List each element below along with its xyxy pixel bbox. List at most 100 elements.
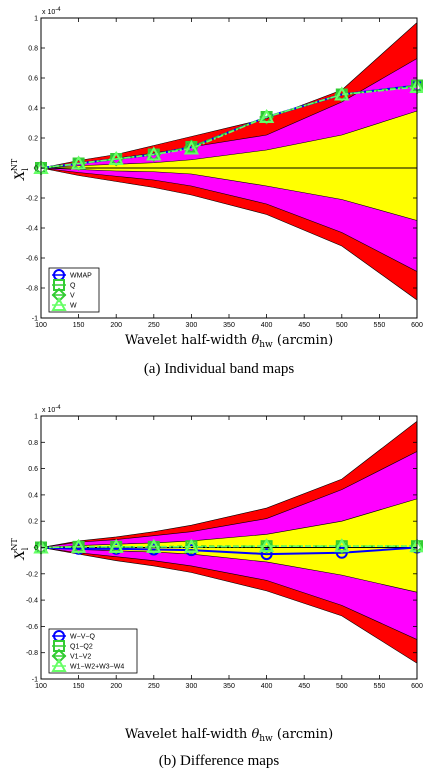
series-3-point — [70, 538, 87, 553]
x-tick-label: 100 — [35, 683, 47, 690]
y-tick-label: -0.2 — [26, 196, 38, 203]
legend-marker-3 — [51, 296, 67, 311]
series-3-point — [183, 140, 200, 155]
x-tick-label: 300 — [186, 322, 198, 329]
series-3-point — [108, 538, 124, 553]
legend-label-3: W — [70, 303, 77, 310]
x-tick-label: 200 — [110, 322, 122, 329]
legend-label-1: Q — [70, 283, 76, 290]
chart-difference-maps: 100 150 200 250 300 350 400 450 500 550 600 -1 -0.8 -… — [10, 405, 423, 769]
series-3-point — [146, 538, 162, 553]
x-tick-label: 250 — [148, 683, 160, 690]
series-3-point — [70, 155, 87, 170]
y-tick-label: -0.8 — [26, 286, 38, 293]
y-exponent-power: -4 — [55, 405, 61, 411]
series-3-point — [146, 146, 162, 161]
series-line-3 — [40, 86, 418, 169]
x-axis-unit: (arcmin) — [273, 333, 333, 348]
y-tick-label: -1 — [32, 677, 38, 684]
y-exponent-base: x 10 — [42, 9, 55, 16]
y-tick-label: 0.4 — [28, 492, 38, 499]
legend-label-0: W−V−Q — [70, 634, 95, 641]
y-axis-sub: l — [21, 547, 30, 550]
series-0-point — [260, 548, 273, 561]
y-tick-label: 0.4 — [28, 106, 38, 113]
x-axis-main: Wavelet half-width — [125, 727, 252, 742]
figure-caption: (a) Individual band maps — [144, 361, 295, 377]
series-2-point — [108, 539, 124, 555]
x-tick-label: 400 — [261, 322, 273, 329]
legend-label-0: WMAP — [70, 273, 92, 280]
x-tick-label: 400 — [261, 683, 273, 690]
y-axis-sup: NT — [10, 158, 19, 171]
chart-panel-individual-bands: 100 150 200 250 300 350 400 450 500 550 600 -1 -0.8 -… — [10, 7, 423, 377]
series-3-point — [258, 538, 275, 553]
series-3-point — [183, 538, 200, 553]
y-exponent-power: -4 — [55, 7, 61, 13]
y-tick-label: -0.2 — [26, 571, 38, 578]
series-line-0 — [40, 546, 418, 556]
series-line-3 — [40, 545, 417, 549]
x-tick-label: 350 — [223, 683, 235, 690]
figure-caption: (b) Difference maps — [159, 753, 280, 769]
y-tick-label: 0.2 — [28, 519, 38, 526]
x-axis-symbol: θ — [251, 333, 259, 348]
x-tick-label: 200 — [110, 683, 122, 690]
y-tick-label: 0 — [34, 166, 38, 173]
y-exponent-label: x 10-4 — [42, 7, 61, 16]
series-3-point — [258, 108, 275, 123]
y-tick-label: -0.4 — [26, 226, 38, 233]
y-axis-label: XlNT — [10, 538, 30, 561]
y-tick-label: 0.2 — [28, 136, 38, 143]
y-tick-label: 0.8 — [28, 440, 38, 447]
x-tick-label: 250 — [148, 322, 160, 329]
y-tick-label: 0.6 — [28, 466, 38, 473]
y-tick-label: -0.6 — [26, 624, 38, 631]
x-axis-symbol: θ — [251, 727, 259, 742]
y-exponent-label: x 10-4 — [42, 405, 61, 414]
x-tick-label: 550 — [374, 683, 386, 690]
series-0-point — [335, 546, 348, 559]
series-3-point — [334, 86, 350, 101]
chart-panel-difference-maps: 100 150 200 250 300 350 400 450 500 550 600 -1 -0.8 -… — [0, 392, 423, 783]
x-axis-sub: hw — [259, 340, 273, 350]
y-axis-sup: NT — [10, 538, 19, 551]
x-axis-label: Wavelet half-width θhw (arcmin) — [125, 333, 333, 350]
y-tick-label: -1 — [32, 316, 38, 323]
x-tick-label: 450 — [298, 683, 310, 690]
x-tick-label: 100 — [35, 322, 47, 329]
y-axis-symbol: X — [13, 550, 28, 561]
legend-label-1: Q1−Q2 — [70, 644, 93, 651]
y-tick-label: 0.8 — [28, 46, 38, 53]
x-tick-label: 600 — [411, 322, 423, 329]
y-exponent-base: x 10 — [42, 407, 55, 414]
x-tick-label: 550 — [374, 322, 386, 329]
y-axis-label: XlNT — [10, 158, 30, 181]
legend-marker-3 — [51, 657, 67, 672]
x-axis-sub: hw — [259, 734, 273, 744]
y-tick-label: 1 — [34, 16, 38, 23]
x-axis-main: Wavelet half-width — [125, 333, 252, 348]
x-tick-label: 500 — [336, 683, 348, 690]
x-tick-label: 150 — [73, 683, 85, 690]
series-3-point — [334, 538, 350, 553]
x-tick-label: 350 — [223, 322, 235, 329]
legend-label-3: W1−W2+W3−W4 — [70, 664, 124, 671]
x-tick-label: 500 — [336, 322, 348, 329]
series-2-point — [183, 539, 199, 555]
series-2-point — [71, 539, 87, 555]
y-axis-sub: l — [21, 168, 30, 171]
chart-individual-bands: 100 150 200 250 300 350 400 450 500 550 600 -1 -0.8 -… — [10, 7, 423, 377]
y-tick-label: 0 — [34, 545, 38, 552]
y-axis-symbol: X — [13, 170, 28, 181]
y-tick-label: -0.8 — [26, 650, 38, 657]
x-tick-label: 450 — [298, 322, 310, 329]
y-tick-label: -0.6 — [26, 256, 38, 263]
series-3-point — [108, 150, 124, 165]
y-tick-label: 1 — [34, 414, 38, 421]
legend-label-2: V — [70, 293, 75, 300]
y-tick-label: 0.6 — [28, 76, 38, 83]
x-tick-label: 150 — [73, 322, 85, 329]
x-axis-label: Wavelet half-width θhw (arcmin) — [125, 727, 333, 744]
x-axis-unit: (arcmin) — [273, 727, 333, 742]
